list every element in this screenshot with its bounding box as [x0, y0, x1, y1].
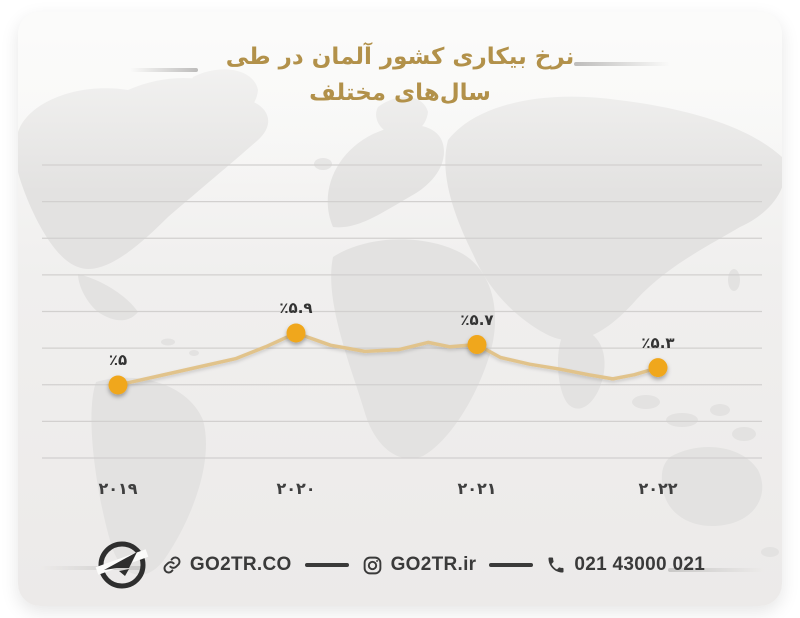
phone-contact[interactable]: 021 43000 021	[546, 554, 705, 576]
go2tr-logo	[95, 538, 149, 592]
title-flank-line-left	[130, 68, 198, 72]
chart-layer	[42, 164, 762, 459]
year-label-2019: ۲۰۱۹	[98, 479, 138, 498]
instagram-icon	[362, 555, 383, 576]
separator-dash	[304, 563, 349, 567]
year-label-2020: ۲۰۲۰	[276, 479, 316, 498]
series-line	[116, 331, 660, 387]
data-point-2021	[467, 335, 487, 355]
data-point-2019	[108, 375, 128, 395]
chart-title-line2: سال‌های مختلف	[309, 80, 491, 106]
world-map-background	[18, 12, 782, 575]
instagram-link[interactable]: GO2TR.ir	[362, 554, 477, 576]
year-label-2021: ۲۰۲۱	[457, 479, 497, 498]
year-label-2022: ۲۰۲۲	[638, 479, 678, 498]
footer-decorative-line-right	[668, 568, 764, 572]
data-point-2022	[648, 358, 668, 378]
point-label-2022: ٪۵.۳	[641, 333, 675, 352]
point-label-2020: ٪۵.۹	[279, 298, 313, 317]
infographic-card: نرخ بیکاری کشور آلمان در طی سال‌های مختل…	[18, 12, 782, 606]
title-flank-line-right	[574, 62, 670, 66]
website-link[interactable]: GO2TR.CO	[162, 554, 292, 576]
phone-icon	[546, 555, 566, 575]
data-point-2020	[286, 323, 306, 343]
phone-label: 021 43000 021	[574, 554, 706, 575]
chart-title-line1: نرخ بیکاری کشور آلمان در طی	[225, 44, 575, 70]
chart-title: نرخ بیکاری کشور آلمان در طی سال‌های مختل…	[18, 42, 782, 108]
link-icon	[162, 555, 182, 575]
map-top-fade	[18, 12, 782, 192]
website-label: GO2TR.CO	[189, 554, 292, 575]
footer-decorative-line-left	[40, 566, 144, 570]
point-label-2019: ٪۵	[108, 351, 128, 369]
point-label-2021: ٪۵.۷	[460, 310, 494, 329]
footer: GO2TR.CO GO2TR.ir 021 43000 021	[18, 538, 782, 592]
instagram-label: GO2TR.ir	[390, 554, 477, 575]
separator-dash	[489, 563, 534, 567]
